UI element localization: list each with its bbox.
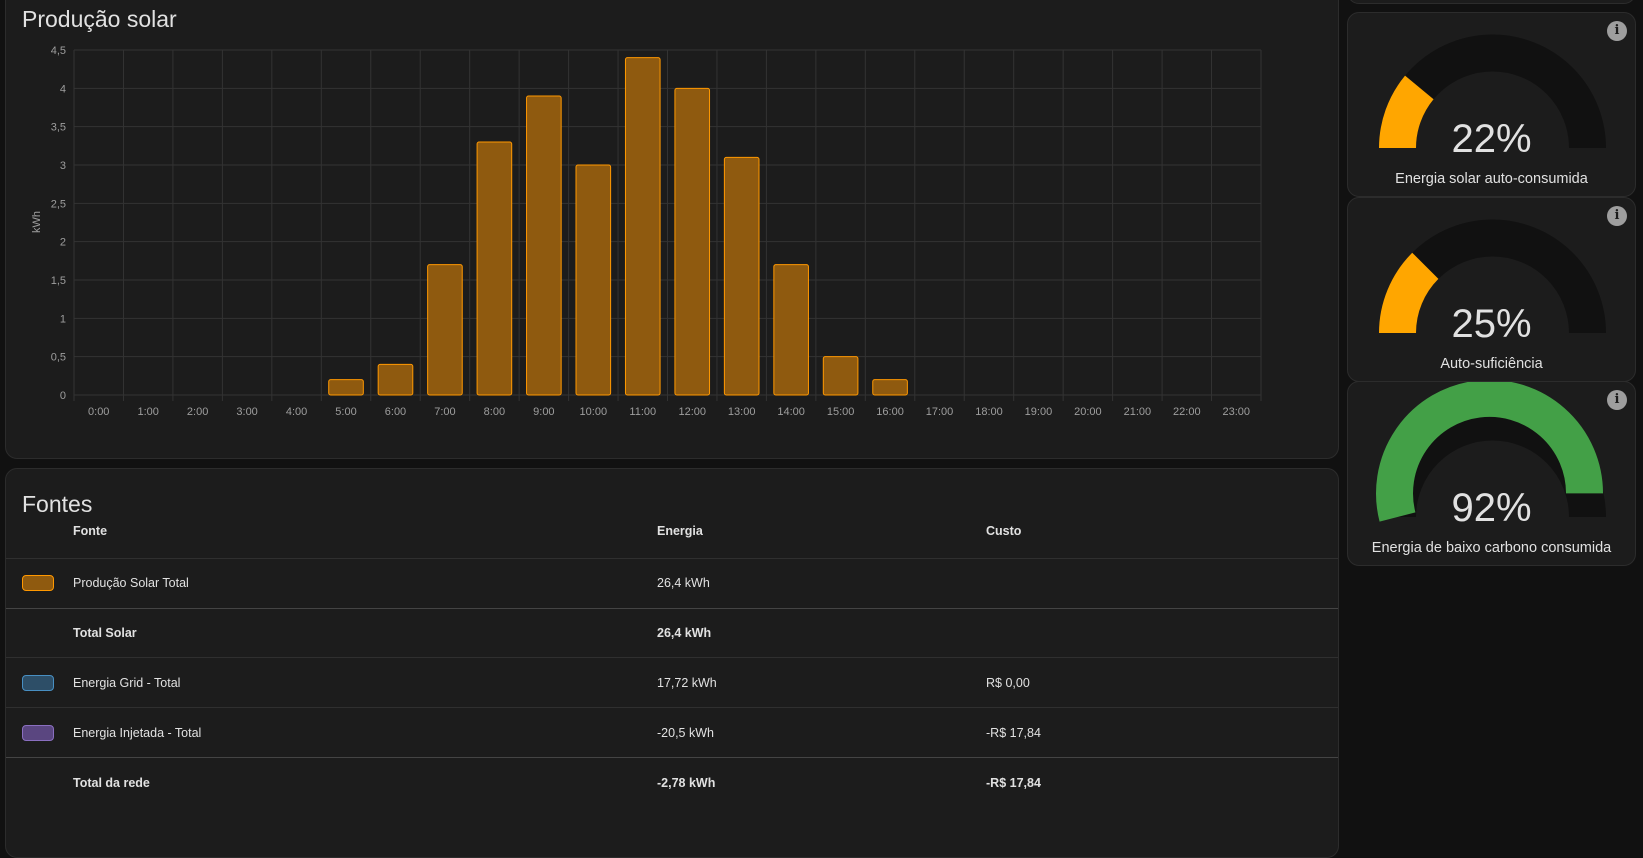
y-tick-label: 4 — [60, 83, 66, 95]
row-solar-production-name: Produção Solar Total — [73, 576, 189, 590]
x-tick-label: 16:00 — [876, 406, 904, 418]
row-grid-total-energy: -2,78 kWh — [657, 776, 716, 790]
x-tick-label: 12:00 — [678, 406, 706, 418]
x-tick-label: 22:00 — [1173, 406, 1201, 418]
gauge-value: 92% — [1451, 486, 1532, 530]
bar-14:00[interactable] — [773, 264, 809, 396]
gauge-value: 25% — [1451, 302, 1532, 346]
x-tick-label: 5:00 — [335, 406, 356, 418]
gauge-value: 22% — [1451, 117, 1532, 161]
x-tick-label: 4:00 — [286, 406, 307, 418]
x-tick-label: 14:00 — [777, 406, 805, 418]
legend-swatch-grid — [22, 675, 54, 691]
header-energy: Energia — [657, 524, 703, 538]
x-tick-label: 8:00 — [484, 406, 505, 418]
chart-grid — [73, 49, 1262, 401]
row-grid-cost: R$ 0,00 — [986, 676, 1030, 690]
row-injected-energy: -20,5 kWh — [657, 726, 714, 740]
x-tick-label: 19:00 — [1025, 406, 1053, 418]
x-tick-label: 0:00 — [88, 406, 109, 418]
x-tick-label: 6:00 — [385, 406, 406, 418]
row-solar-production-energy: 26,4 kWh — [657, 576, 710, 590]
row-grid-total-cost: -R$ 17,84 — [986, 776, 1041, 790]
x-tick-label: 1:00 — [137, 406, 158, 418]
x-tick-label: 9:00 — [533, 406, 554, 418]
legend-swatch-injected — [22, 725, 54, 741]
x-tick-label: 15:00 — [827, 406, 855, 418]
y-tick-label: 0 — [60, 390, 66, 402]
gauge-low-carbon — [1376, 382, 1606, 522]
y-tick-label: 4,5 — [51, 45, 66, 57]
chart-title: Produção solar — [22, 6, 177, 32]
row-grid-energy: 17,72 kWh — [657, 676, 717, 690]
gauge-label: Energia de baixo carbono consumida — [1371, 540, 1612, 556]
divider — [6, 707, 1338, 708]
bar-12:00[interactable] — [674, 87, 711, 396]
gauge-label: Auto-suficiência — [1440, 356, 1543, 372]
divider — [6, 558, 1338, 559]
row-total-solar-name: Total Solar — [73, 626, 137, 640]
bar-7:00[interactable] — [427, 264, 463, 396]
x-tick-label: 10:00 — [580, 406, 608, 418]
bar-8:00[interactable] — [476, 141, 513, 396]
y-tick-label: 0,5 — [51, 352, 66, 364]
bar-9:00[interactable] — [526, 95, 562, 396]
x-tick-label: 2:00 — [187, 406, 208, 418]
info-icon[interactable]: i — [1607, 206, 1627, 226]
bar-11:00[interactable] — [624, 57, 661, 396]
y-tick-label: 2,5 — [51, 198, 66, 210]
chart-bars — [328, 57, 908, 396]
row-total-solar-energy: 26,4 kWh — [657, 626, 712, 640]
x-tick-label: 20:00 — [1074, 406, 1102, 418]
sources-card: Fontes Fonte Energia Custo Produção Sola… — [5, 468, 1339, 858]
y-axis-label: kWh — [31, 211, 43, 233]
x-tick-label: 17:00 — [926, 406, 954, 418]
row-injected-name: Energia Injetada - Total — [73, 726, 202, 740]
x-tick-label: 7:00 — [434, 406, 455, 418]
divider — [6, 757, 1338, 758]
header-cost: Custo — [986, 524, 1022, 538]
solar-production-chart: 0 0,5 1 1,5 2 2,5 3 3,5 4 4,5 0:00 1:00 2:00 3:00 4:0… — [31, 45, 1262, 418]
bar-15:00[interactable] — [822, 356, 859, 396]
y-axis-ticks: 0 0,5 1 1,5 2 2,5 3 3,5 4 4,5 — [51, 45, 66, 402]
y-tick-label: 1 — [60, 313, 66, 325]
header-source: Fonte — [73, 524, 108, 538]
bar-16:00[interactable] — [872, 379, 908, 396]
y-tick-label: 1,5 — [51, 275, 66, 287]
bar-5:00[interactable] — [328, 379, 364, 396]
gauge-self-consumed — [1379, 34, 1606, 149]
x-tick-label: 3:00 — [236, 406, 257, 418]
bar-10:00[interactable] — [575, 164, 612, 396]
gauge-fill — [1379, 252, 1439, 334]
info-icon[interactable]: i — [1607, 21, 1627, 41]
x-axis-ticks: 0:00 1:00 2:00 3:00 4:00 5:00 6:00 7:00 8:00 9:00… — [88, 406, 1250, 418]
divider — [6, 608, 1338, 609]
x-tick-label: 13:00 — [728, 406, 756, 418]
gauge-self-sufficiency — [1379, 219, 1606, 334]
x-tick-label: 23:00 — [1223, 406, 1251, 418]
x-tick-label: 11:00 — [629, 406, 656, 418]
previous-card — [1347, 0, 1636, 4]
bar-13:00[interactable] — [723, 156, 760, 396]
gauge-fill — [1379, 75, 1434, 149]
divider — [6, 657, 1338, 658]
info-icon[interactable]: i — [1607, 390, 1627, 410]
x-tick-label: 18:00 — [975, 406, 1003, 418]
gauge-fill — [1376, 382, 1604, 522]
x-tick-label: 21:00 — [1124, 406, 1152, 418]
gauge-card-self-consumed: i 22% Energia solar auto-consumida — [1347, 12, 1636, 197]
bar-6:00[interactable] — [377, 363, 414, 396]
gauge-label: Energia solar auto-consumida — [1395, 171, 1588, 187]
solar-production-card: Produção solar 0 0,5 1 1,5 2 2,5 3 3,5 4 4,5 0:00… — [5, 0, 1339, 459]
y-tick-label: 3,5 — [51, 122, 66, 134]
row-injected-cost: -R$ 17,84 — [986, 726, 1041, 740]
gauge-card-self-sufficiency: i 25% Auto-suficiência — [1347, 197, 1636, 382]
legend-swatch-solar — [22, 575, 54, 591]
y-tick-label: 3 — [60, 160, 66, 172]
gauge-card-low-carbon: i 92% Energia de baixo carbono consumida — [1347, 381, 1636, 566]
y-tick-label: 2 — [60, 237, 66, 249]
row-grid-total-name: Total da rede — [73, 776, 150, 790]
row-grid-name: Energia Grid - Total — [73, 676, 181, 690]
sources-title: Fontes — [22, 491, 93, 517]
